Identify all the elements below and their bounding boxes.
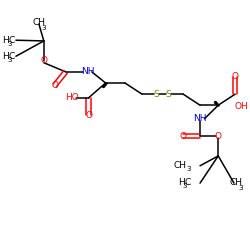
Text: O: O [40,56,47,65]
Text: OH: OH [234,102,248,111]
Text: C: C [184,178,190,187]
Text: O: O [215,132,222,140]
Text: 3: 3 [238,185,243,191]
Text: S: S [154,90,159,98]
Text: O: O [232,72,239,81]
Text: CH: CH [230,178,242,187]
Text: O: O [51,81,58,90]
Text: CH: CH [32,18,46,27]
Text: C: C [9,52,15,61]
Text: O: O [85,110,92,120]
Text: H: H [178,178,185,187]
Text: S: S [166,90,172,98]
Text: 3: 3 [7,57,12,63]
Text: HO: HO [65,93,78,102]
Text: NH: NH [193,114,207,123]
Text: 3: 3 [187,166,191,172]
Text: 3: 3 [41,24,46,30]
Text: H: H [2,52,9,61]
Text: 3: 3 [182,183,187,189]
Text: NH: NH [81,67,94,76]
Text: CH: CH [173,161,186,170]
Text: 3: 3 [7,41,12,47]
Text: O: O [180,132,186,140]
Text: C: C [9,36,15,45]
Text: H: H [2,36,9,45]
